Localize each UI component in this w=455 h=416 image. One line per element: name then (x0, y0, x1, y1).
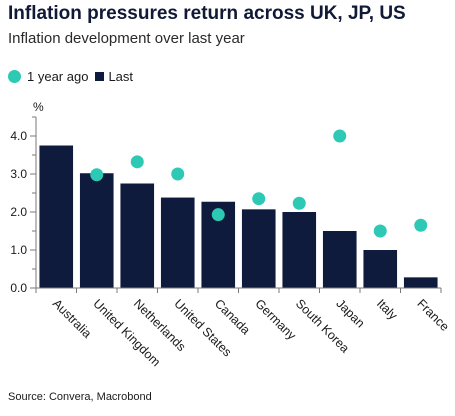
source-note: Source: Convera, Macrobond (8, 391, 152, 403)
dot-south-korea (292, 196, 306, 210)
dot-japan (333, 129, 347, 143)
bar-germany (241, 209, 276, 288)
x-tick-label: Canada (212, 296, 253, 337)
bar-united-kingdom (79, 173, 114, 288)
dot-canada (211, 208, 225, 222)
y-axis: 0.0 1.0 2.0 3.0 4.0 (10, 116, 37, 295)
y-tick-label: 0.0 (10, 281, 27, 295)
bar-south-korea (282, 212, 317, 288)
x-tick-label: Italy (374, 296, 401, 323)
y-tick-label: 1.0 (10, 243, 27, 257)
y-tick-label: 2.0 (10, 205, 27, 219)
x-tick-label: Japan (333, 296, 367, 330)
bar-united-states (160, 197, 195, 288)
bar-australia (39, 145, 74, 288)
x-tick-label: Australia (50, 296, 94, 340)
legend-label-bars: Last (108, 69, 134, 84)
dot-france (414, 218, 428, 232)
bar-italy (363, 250, 398, 288)
dot-series (90, 129, 428, 238)
y-tick-label: 3.0 (10, 167, 27, 181)
dot-italy (373, 224, 387, 238)
chart-title: Inflation pressures return across UK, JP… (8, 3, 406, 24)
dot-germany (252, 192, 266, 206)
dot-netherlands (130, 155, 144, 169)
x-tick-label: France (414, 296, 451, 333)
x-tick-label: Germany (252, 296, 299, 343)
y-tick-label: 4.0 (10, 129, 27, 143)
bar-netherlands (120, 183, 155, 288)
bar-japan (322, 231, 357, 288)
bar-france (403, 277, 438, 288)
legend-square-icon (95, 72, 105, 81)
legend-label-dots: 1 year ago (27, 69, 89, 84)
dot-united-states (171, 167, 185, 181)
bar-series (39, 145, 438, 288)
y-axis-label: % (33, 100, 44, 114)
dot-united-kingdom (90, 168, 104, 182)
legend-dot-icon (8, 70, 21, 83)
chart-legend: 1 year ago Last (8, 69, 133, 84)
chart-subtitle: Inflation development over last year (8, 30, 245, 47)
